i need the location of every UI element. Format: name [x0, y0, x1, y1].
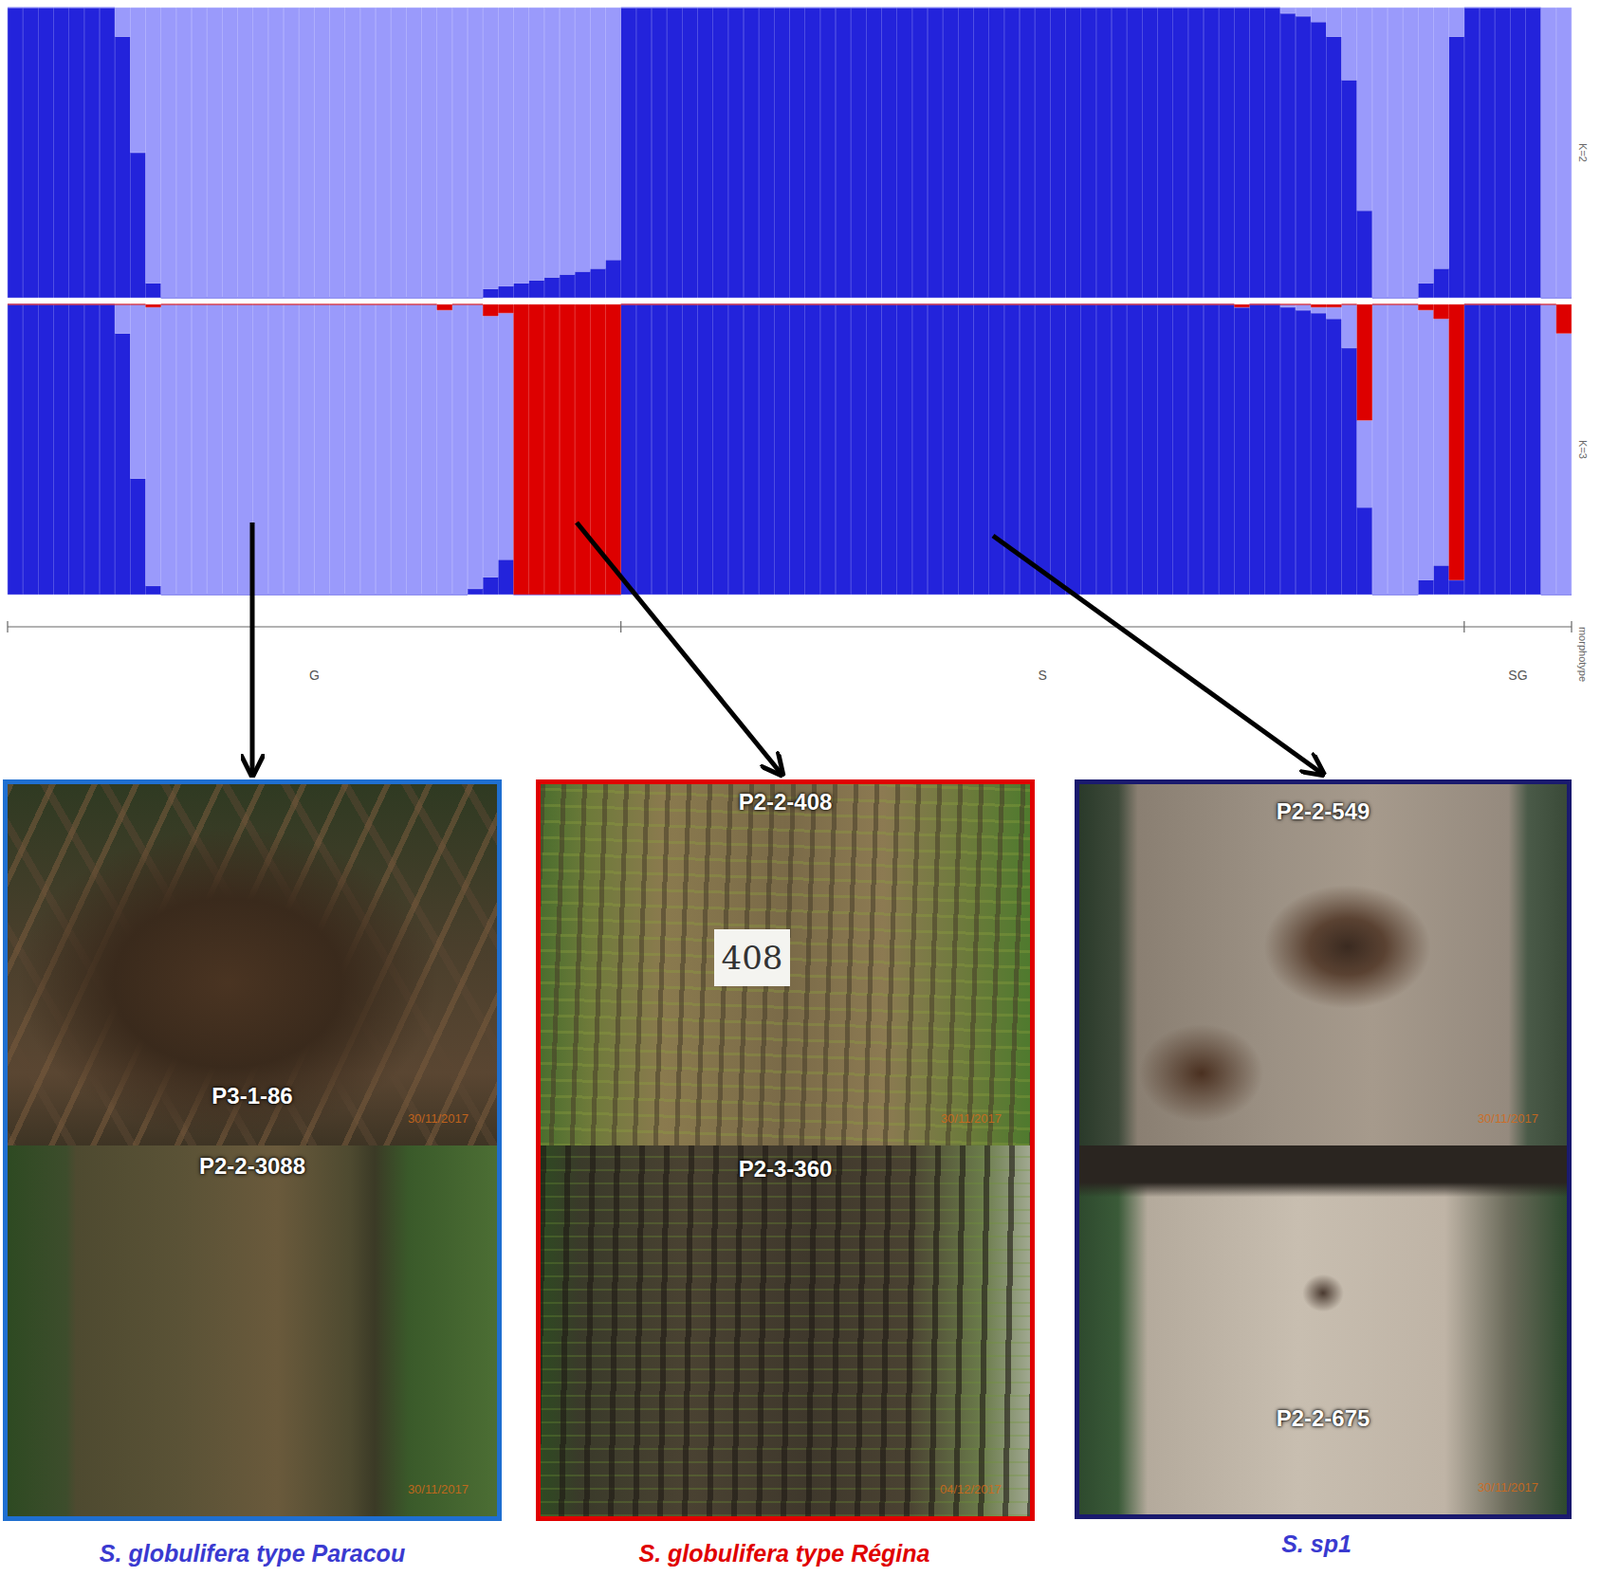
html-text:P2-3-360: P2-3-360 — [738, 1156, 833, 1182]
html-text:P2-2-675: P2-2-675 — [1276, 1405, 1370, 1432]
html-text:P3-1-86: P3-1-86 — [211, 1083, 293, 1109]
html-text:30/11/2017: 30/11/2017 — [407, 1111, 469, 1126]
svg-text:S: S — [1038, 667, 1048, 683]
svg-text:K=2: K=2 — [1577, 143, 1589, 163]
html-text:P2-2-408: P2-2-408 — [738, 789, 833, 815]
html-text:30/11/2017: 30/11/2017 — [407, 1482, 469, 1497]
html-text:30/11/2017: 30/11/2017 — [940, 1111, 1002, 1126]
html-text:S. sp1: S. sp1 — [1281, 1530, 1352, 1558]
html-text:04/12/2017: 04/12/2017 — [939, 1482, 1002, 1497]
svg-text:morphotype: morphotype — [1577, 626, 1589, 682]
html-text:S. globulifera type Paracou: S. globulifera type Paracou — [99, 1540, 406, 1567]
html-text:30/11/2017: 30/11/2017 — [1477, 1480, 1539, 1495]
html-text:408: 408 — [721, 938, 783, 977]
html-text:S. globulifera type Régina: S. globulifera type Régina — [638, 1540, 930, 1567]
svg-text:SG: SG — [1508, 667, 1527, 683]
html-text:P2-2-549: P2-2-549 — [1276, 798, 1370, 825]
html-text:30/11/2017: 30/11/2017 — [1477, 1111, 1539, 1126]
html-text:P2-2-3088: P2-2-3088 — [199, 1153, 306, 1179]
svg-text:K=3: K=3 — [1577, 440, 1589, 460]
svg-text:G: G — [309, 667, 320, 683]
